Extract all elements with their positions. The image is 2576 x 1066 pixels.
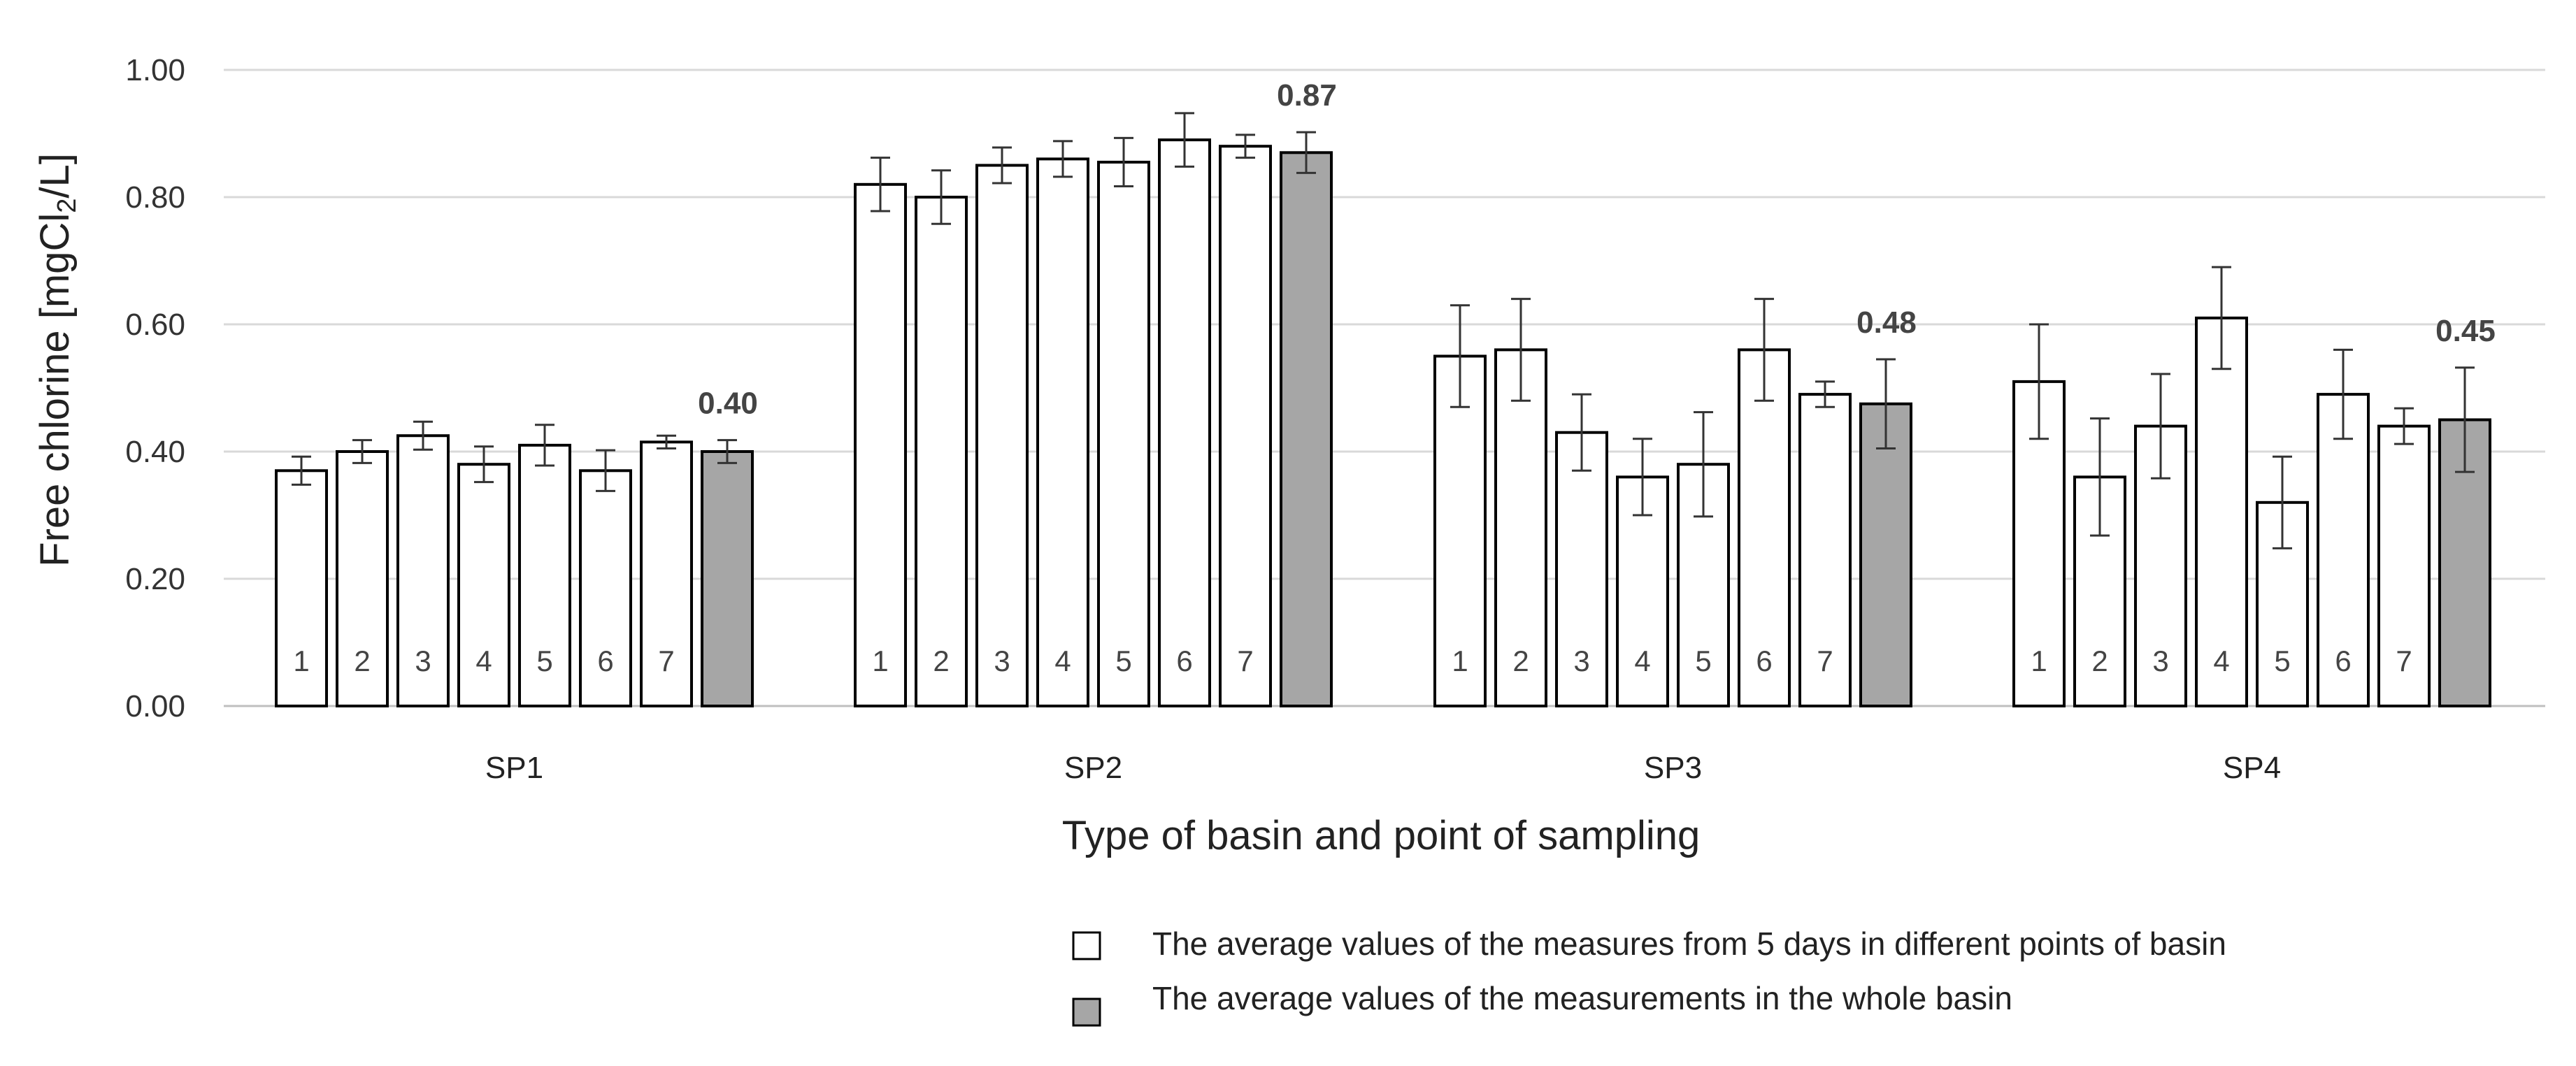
y-axis-title-main: Free chlorine [mgCl [32,213,78,567]
y-tick-label: 0.20 [125,562,185,596]
y-tick-label: 1.00 [125,53,185,87]
point-number-label: 1 [872,644,888,677]
point-number-label: 6 [2335,644,2351,677]
point-number-label: 6 [597,644,613,677]
point-bar [1798,393,1852,707]
bar-labels: 1 2 3 4 5 6 7 0.40 1 2 3 4 5 6 7 0.87 1 2 3 4 5 6 7 0.48 1 2 3 4 5 6 7… [293,78,2496,677]
point-bar [854,182,907,707]
point-number-label: 5 [1695,644,1711,677]
point-number-label: 6 [1756,644,1772,677]
legend-swatch-point [1072,931,1101,960]
y-tick-label: 0.80 [125,180,185,215]
point-number-label: 4 [2213,644,2229,677]
point-number-label: 4 [475,644,492,677]
group-label: SP2 [1064,751,1122,785]
point-number-label: 2 [933,644,949,677]
point-bar [640,440,693,707]
y-axis-title-subscript: 2 [52,199,82,213]
point-bar [975,164,1029,707]
point-number-label: 1 [2031,644,2047,677]
point-bar [2377,424,2431,707]
basin-value-label: 0.40 [698,387,758,421]
bars [275,138,2491,708]
point-number-label: 7 [1817,644,1833,677]
point-bar [1097,160,1150,707]
legend: The average values of the measures from … [1072,925,2226,1027]
point-number-label: 3 [1573,644,1589,677]
point-number-label: 3 [994,644,1010,677]
point-number-label: 6 [1176,644,1192,677]
group-label: SP1 [485,751,543,785]
point-number-label: 2 [1512,644,1529,677]
point-number-label: 3 [415,644,431,677]
point-bar [1158,138,1211,708]
y-tick-label: 0.00 [125,689,185,723]
point-bar [1219,145,1272,707]
point-number-label: 1 [1452,644,1468,677]
basin-bar [1280,151,1333,708]
point-bar [579,469,632,707]
point-bar [1738,348,1791,707]
group-label: SP4 [2223,751,2281,785]
point-number-label: 7 [658,644,674,677]
basin-value-label: 0.48 [1856,305,1917,340]
point-number-label: 7 [2396,644,2412,677]
y-axis-title-unit: /L] [32,153,78,199]
point-bar [1555,431,1608,707]
point-number-label: 2 [354,644,370,677]
y-axis-ticks: 0.00 0.20 0.40 0.60 0.80 1.00 [125,53,185,723]
point-number-label: 7 [1237,644,1253,677]
x-axis-title: Type of basin and point of sampling [1062,813,1700,858]
point-bar [336,450,389,707]
point-bar [2195,316,2248,707]
point-number-label: 5 [536,644,552,677]
point-number-label: 5 [2274,644,2290,677]
point-bar [1036,157,1089,707]
point-number-label: 1 [293,644,309,677]
legend-label-point: The average values of the measures from … [1152,925,2226,962]
basin-bar [701,450,754,707]
point-number-label: 3 [2152,644,2168,677]
point-number-label: 4 [1634,644,1650,677]
basin-value-label: 0.87 [1277,78,1337,113]
error-bars [292,112,2475,549]
point-bar [915,196,968,707]
legend-swatch-basin [1072,997,1101,1027]
point-number-label: 2 [2091,644,2108,677]
y-tick-label: 0.40 [125,435,185,469]
point-bar [396,434,450,707]
basin-value-label: 0.45 [2435,314,2496,348]
legend-label-basin: The average values of the measurements i… [1152,980,2012,1016]
point-number-label: 5 [1115,644,1131,677]
group-label: SP3 [1644,751,1702,785]
point-bar [2317,393,2370,707]
y-axis-title: Free chlorine [mgCl2/L] [32,153,82,567]
group-labels: SP1 SP2 SP3 SP4 [485,751,2281,785]
basin-bar [1859,402,1912,707]
point-bar [1433,354,1487,707]
y-tick-label: 0.60 [125,308,185,342]
point-bar [518,443,571,708]
point-number-label: 4 [1054,644,1071,677]
